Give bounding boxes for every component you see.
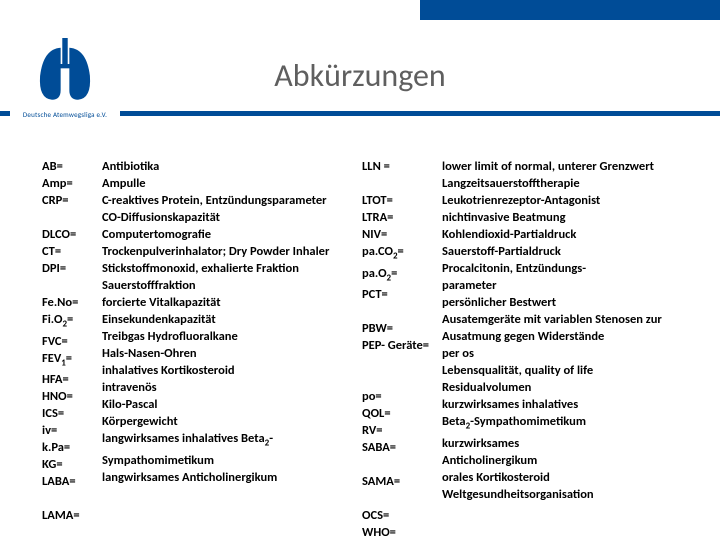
logo-caption: Deutsche Atemwegsliga e.V. [10, 110, 120, 119]
left-abbr-col: AB= Amp= CRP= DLCO= CT= DPI= Fe.No= Fi.O… [42, 158, 102, 541]
header-accent-bar [420, 0, 720, 20]
abbreviation-table: AB= Amp= CRP= DLCO= CT= DPI= Fe.No= Fi.O… [42, 158, 688, 541]
header: Abkürzungen Deutsche Atemwegsliga e.V. [0, 0, 720, 118]
left-column-pair: AB= Amp= CRP= DLCO= CT= DPI= Fe.No= Fi.O… [42, 158, 342, 541]
right-abbr-col: LLN = LTOT= LTRA= NIV= pa.CO2= pa.O2= PC… [362, 158, 442, 541]
left-def-col: Antibiotika Ampulle C-reaktives Protein,… [102, 158, 342, 541]
logo-box: Deutsche Atemwegsliga e.V. [10, 32, 120, 118]
lungs-icon [37, 38, 93, 103]
right-def-col: lower limit of normal, unterer Grenzwert… [442, 158, 672, 541]
right-column-pair: LLN = LTOT= LTRA= NIV= pa.CO2= pa.O2= PC… [362, 158, 672, 541]
